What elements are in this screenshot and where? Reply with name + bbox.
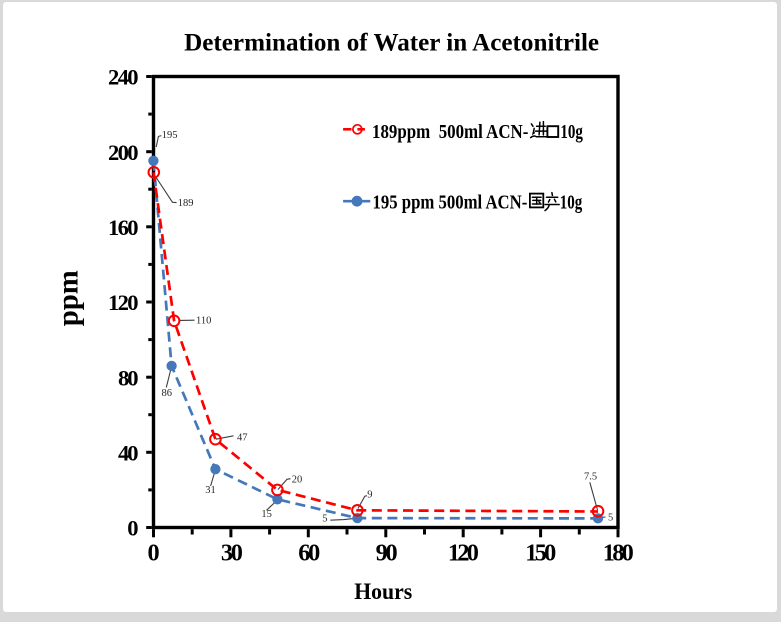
svg-text:Determination of Water in Acet: Determination of Water in Acetonitrile xyxy=(184,30,599,57)
svg-text:0: 0 xyxy=(148,540,160,567)
svg-text:120: 120 xyxy=(448,540,479,567)
svg-text:90: 90 xyxy=(376,540,398,567)
svg-text:195: 195 xyxy=(162,130,178,141)
svg-text:80: 80 xyxy=(118,365,139,390)
svg-text:40: 40 xyxy=(118,440,139,465)
svg-text:180: 180 xyxy=(603,540,634,567)
svg-text:200: 200 xyxy=(108,140,139,165)
svg-text:10g: 10g xyxy=(560,121,583,143)
svg-text:31: 31 xyxy=(205,485,216,496)
svg-text:5: 5 xyxy=(608,513,613,524)
svg-text:9: 9 xyxy=(367,489,372,500)
svg-text:10g: 10g xyxy=(560,192,583,214)
svg-text:7.5: 7.5 xyxy=(584,472,597,483)
svg-text:189ppm 500ml ACN-: 189ppm 500ml ACN- xyxy=(372,121,528,143)
svg-text:30: 30 xyxy=(221,540,243,567)
svg-text:ppm: ppm xyxy=(52,270,85,326)
svg-text:20: 20 xyxy=(292,474,303,485)
svg-text:160: 160 xyxy=(108,215,139,240)
svg-text:Hours: Hours xyxy=(354,579,412,604)
svg-text:15: 15 xyxy=(261,509,272,520)
svg-text:110: 110 xyxy=(196,316,211,327)
svg-text:195 ppm 500ml ACN-: 195 ppm 500ml ACN- xyxy=(373,192,528,214)
svg-text:5: 5 xyxy=(322,514,327,525)
svg-text:86: 86 xyxy=(162,388,173,399)
svg-text:0: 0 xyxy=(127,516,138,541)
svg-text:60: 60 xyxy=(298,540,320,567)
svg-text:47: 47 xyxy=(237,432,248,443)
svg-text:240: 240 xyxy=(108,65,139,90)
svg-text:120: 120 xyxy=(108,290,139,315)
svg-text:150: 150 xyxy=(525,540,556,567)
svg-text:189: 189 xyxy=(178,198,194,209)
